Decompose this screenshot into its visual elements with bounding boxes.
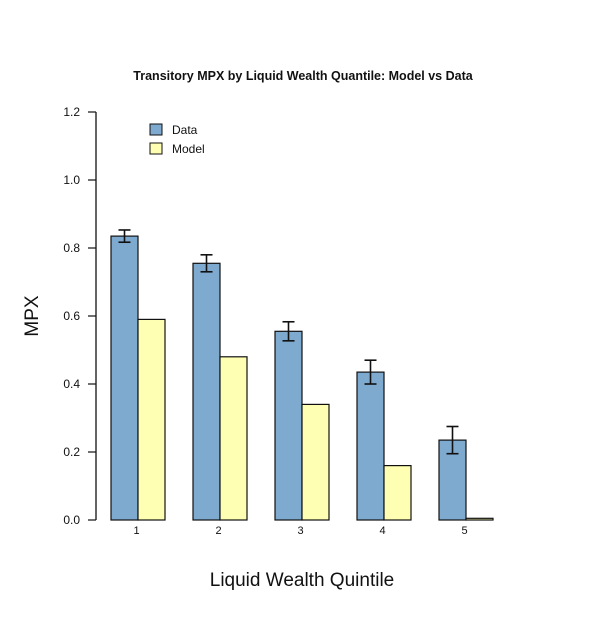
bar-data-3 bbox=[274, 330, 303, 521]
bars bbox=[110, 235, 494, 521]
legend-swatch-data bbox=[149, 123, 163, 136]
y-tick-label: 0.6 bbox=[63, 309, 80, 323]
x-axis: 1 2 3 4 5 bbox=[133, 525, 467, 537]
bar-data-1 bbox=[110, 235, 139, 521]
bar-model-3 bbox=[301, 403, 330, 521]
y-tick-label: 0.2 bbox=[63, 445, 80, 459]
bar-model-5 bbox=[465, 517, 494, 521]
bar-model-2 bbox=[219, 356, 248, 521]
y-axis: 0.0 0.2 0.4 0.6 0.8 1.0 1.2 bbox=[63, 105, 97, 527]
bar-model-1 bbox=[137, 318, 166, 521]
legend-label-data: Data bbox=[172, 123, 198, 137]
y-tick-label: 0.8 bbox=[63, 241, 80, 255]
bar-data-4 bbox=[356, 371, 385, 521]
x-tick-label: 5 bbox=[461, 525, 467, 537]
y-tick-label: 0.0 bbox=[63, 513, 80, 527]
legend: Data Model bbox=[149, 123, 205, 156]
y-tick-label: 1.0 bbox=[63, 173, 80, 187]
legend-label-model: Model bbox=[172, 142, 205, 156]
error-bars bbox=[118, 229, 459, 455]
bar-model-4 bbox=[383, 465, 412, 521]
legend-swatch-model bbox=[149, 142, 163, 155]
bar-data-2 bbox=[192, 262, 221, 521]
chart-title: Transitory MPX by Liquid Wealth Quantile… bbox=[133, 69, 473, 83]
x-tick-label: 3 bbox=[297, 525, 303, 537]
x-tick-label: 1 bbox=[133, 525, 139, 537]
x-tick-label: 2 bbox=[215, 525, 221, 537]
y-tick-label: 1.2 bbox=[63, 105, 80, 119]
y-axis-title: MPX bbox=[22, 295, 43, 337]
x-axis-title: Liquid Wealth Quintile bbox=[210, 570, 394, 591]
x-tick-label: 4 bbox=[379, 525, 385, 537]
y-tick-label: 0.4 bbox=[63, 377, 80, 391]
